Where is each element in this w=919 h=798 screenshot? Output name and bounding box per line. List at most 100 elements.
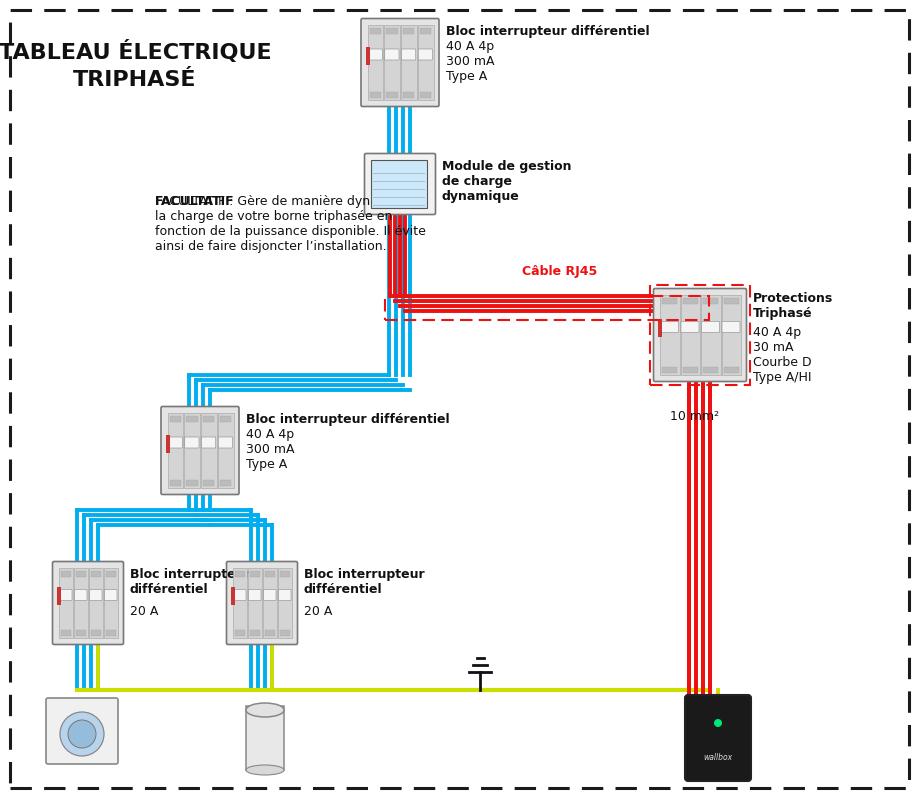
FancyBboxPatch shape bbox=[105, 590, 117, 601]
Bar bbox=[76, 630, 85, 636]
Bar bbox=[203, 416, 214, 422]
Ellipse shape bbox=[246, 703, 284, 717]
Bar bbox=[169, 416, 181, 422]
Text: Bloc interrupteur
différentiel: Bloc interrupteur différentiel bbox=[130, 568, 251, 596]
Bar bbox=[187, 416, 198, 422]
Text: Bloc interrupteur différentiel: Bloc interrupteur différentiel bbox=[446, 25, 649, 38]
Bar bbox=[91, 571, 100, 577]
FancyBboxPatch shape bbox=[218, 437, 233, 448]
Bar bbox=[658, 319, 662, 337]
Bar bbox=[167, 413, 183, 488]
Bar bbox=[91, 630, 100, 636]
Bar bbox=[235, 630, 244, 636]
Bar bbox=[366, 46, 369, 65]
Bar bbox=[104, 568, 118, 638]
Bar bbox=[201, 413, 217, 488]
Text: FACULTATIF : Gère de manière dynamique
la charge de votre borne triphasée en
fon: FACULTATIF : Gère de manière dynamique l… bbox=[155, 195, 425, 253]
Bar bbox=[246, 706, 284, 770]
Bar bbox=[683, 367, 698, 373]
Bar bbox=[418, 25, 434, 100]
Bar bbox=[650, 285, 750, 385]
Bar bbox=[263, 568, 277, 638]
Bar bbox=[265, 630, 275, 636]
Text: Bloc interrupteur
différentiel: Bloc interrupteur différentiel bbox=[304, 568, 425, 596]
Bar bbox=[368, 25, 383, 100]
Bar bbox=[680, 295, 700, 375]
FancyBboxPatch shape bbox=[661, 322, 678, 333]
Text: 40 A 4p
30 mA
Courbe D
Type A/HI: 40 A 4p 30 mA Courbe D Type A/HI bbox=[753, 326, 811, 384]
FancyBboxPatch shape bbox=[89, 590, 102, 601]
Bar bbox=[248, 568, 262, 638]
Text: Bloc interrupteur différentiel: Bloc interrupteur différentiel bbox=[245, 413, 449, 426]
Bar bbox=[61, 630, 71, 636]
FancyBboxPatch shape bbox=[685, 695, 751, 781]
Bar bbox=[401, 25, 416, 100]
Text: 20 A: 20 A bbox=[130, 605, 158, 618]
FancyBboxPatch shape bbox=[264, 590, 276, 601]
FancyBboxPatch shape bbox=[46, 698, 118, 764]
Bar bbox=[403, 28, 414, 34]
FancyBboxPatch shape bbox=[365, 153, 436, 215]
FancyBboxPatch shape bbox=[368, 49, 382, 60]
Text: 20 A: 20 A bbox=[304, 605, 333, 618]
Bar bbox=[403, 92, 414, 98]
FancyBboxPatch shape bbox=[161, 406, 239, 495]
Circle shape bbox=[714, 719, 722, 727]
Text: 40 A 4p
300 mA
Type A: 40 A 4p 300 mA Type A bbox=[245, 428, 294, 471]
Text: Câble RJ45: Câble RJ45 bbox=[522, 265, 597, 278]
Bar bbox=[386, 92, 398, 98]
FancyBboxPatch shape bbox=[385, 49, 399, 60]
Bar bbox=[371, 160, 427, 208]
FancyBboxPatch shape bbox=[681, 322, 699, 333]
Text: 10 mm²: 10 mm² bbox=[671, 410, 720, 423]
Bar bbox=[61, 571, 71, 577]
Bar bbox=[76, 571, 85, 577]
Bar bbox=[203, 480, 214, 486]
Bar bbox=[59, 568, 73, 638]
Bar bbox=[369, 28, 380, 34]
Bar bbox=[89, 568, 103, 638]
Bar bbox=[218, 413, 233, 488]
Bar bbox=[265, 571, 275, 577]
FancyBboxPatch shape bbox=[278, 590, 291, 601]
FancyBboxPatch shape bbox=[168, 437, 182, 448]
FancyBboxPatch shape bbox=[402, 49, 415, 60]
Bar bbox=[369, 92, 380, 98]
Bar bbox=[420, 92, 431, 98]
Bar bbox=[703, 298, 718, 304]
Bar bbox=[106, 630, 116, 636]
FancyBboxPatch shape bbox=[226, 562, 298, 645]
FancyBboxPatch shape bbox=[185, 437, 199, 448]
Bar bbox=[721, 295, 741, 375]
Text: 40 A 4p
300 mA
Type A: 40 A 4p 300 mA Type A bbox=[446, 40, 494, 83]
Text: Module de gestion
de charge
dynamique: Module de gestion de charge dynamique bbox=[442, 160, 572, 203]
FancyBboxPatch shape bbox=[233, 590, 246, 601]
Bar bbox=[165, 434, 169, 452]
FancyBboxPatch shape bbox=[722, 322, 740, 333]
Bar bbox=[280, 630, 289, 636]
Bar bbox=[169, 480, 181, 486]
Bar bbox=[220, 480, 231, 486]
FancyBboxPatch shape bbox=[60, 590, 72, 601]
Text: wallbox: wallbox bbox=[703, 753, 732, 763]
Bar bbox=[184, 413, 200, 488]
Bar bbox=[386, 28, 398, 34]
Bar bbox=[250, 571, 259, 577]
Circle shape bbox=[60, 712, 104, 756]
Bar bbox=[723, 367, 739, 373]
Bar bbox=[280, 571, 289, 577]
Bar bbox=[74, 568, 88, 638]
Bar bbox=[662, 367, 677, 373]
Bar bbox=[660, 295, 679, 375]
Bar bbox=[250, 630, 259, 636]
Bar bbox=[231, 587, 235, 605]
FancyBboxPatch shape bbox=[74, 590, 87, 601]
Bar bbox=[278, 568, 292, 638]
Bar bbox=[703, 367, 718, 373]
Bar bbox=[420, 28, 431, 34]
FancyBboxPatch shape bbox=[418, 49, 433, 60]
Text: Protections
Triphasé: Protections Triphasé bbox=[753, 292, 834, 320]
Text: FACULTATIF: FACULTATIF bbox=[155, 195, 234, 208]
Bar bbox=[385, 296, 709, 320]
FancyBboxPatch shape bbox=[248, 590, 261, 601]
